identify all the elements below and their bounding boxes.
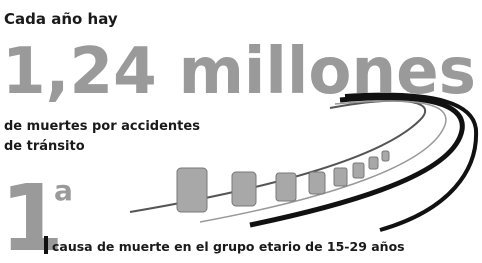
- subtitle-line: de muertes por accidentes: [4, 119, 200, 134]
- rank-suffix: a: [54, 174, 73, 207]
- infographic: Cada año hay 1,24 millones de muertes po…: [0, 0, 482, 263]
- headline-figure: 1,24 millones: [2, 35, 476, 109]
- subtitle-line: de tránsito: [4, 139, 85, 154]
- rank-caption: causa de muerte en el grupo etario de 15…: [52, 239, 405, 254]
- caption-marker: [44, 236, 48, 254]
- intro: Cada año hay: [4, 10, 118, 28]
